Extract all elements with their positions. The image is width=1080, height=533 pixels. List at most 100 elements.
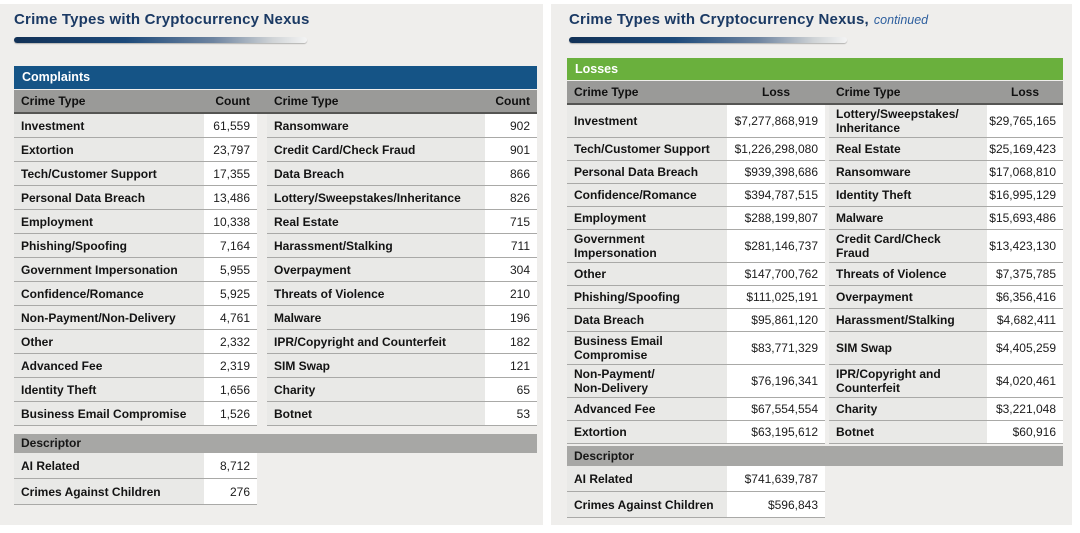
- value-cell: $288,199,807: [727, 207, 825, 230]
- crime-type-cell: Phishing/Spoofing: [567, 286, 727, 309]
- value-cell: 53: [485, 402, 537, 426]
- value-cell: $15,693,486: [987, 207, 1063, 230]
- column-gap: [257, 306, 267, 330]
- table-row: Advanced Fee 2,319 SIM Swap 121: [14, 354, 537, 378]
- crime-type-cell: IPR/Copyright and Counterfeit: [267, 330, 485, 354]
- column-gap: [257, 282, 267, 306]
- report-page-losses: Crime Types with Cryptocurrency Nexus, co…: [551, 4, 1072, 525]
- page-title-main: Crime Types with Cryptocurrency Nexus,: [569, 11, 869, 28]
- column-gap: [257, 402, 267, 426]
- value-cell: $1,226,298,080: [727, 138, 825, 161]
- value-cell: 121: [485, 354, 537, 378]
- title-underline-bar: [569, 37, 847, 43]
- crime-type-cell: Lottery/Sweepstakes/Inheritance: [267, 186, 485, 210]
- table-row: Phishing/Spoofing $111,025,191 Overpayment…: [567, 286, 1063, 309]
- column-header-loss: Loss: [1010, 85, 1039, 99]
- crime-type-cell: Crimes Against Children: [567, 492, 727, 518]
- value-cell: $67,554,554: [727, 398, 825, 421]
- column-gap: [257, 162, 267, 186]
- table-row: Crimes Against Children 276: [14, 479, 537, 505]
- value-cell: 182: [485, 330, 537, 354]
- page-title: Crime Types with Cryptocurrency Nexus, co…: [569, 11, 928, 28]
- page-title-continued: continued: [873, 13, 929, 27]
- table-row: Investment $7,277,868,919 Lottery/Sweepsta…: [567, 105, 1063, 138]
- crime-type-cell: Overpayment: [267, 258, 485, 282]
- value-cell: 2,319: [204, 354, 257, 378]
- value-cell: 1,656: [204, 378, 257, 402]
- value-cell: $95,861,120: [727, 309, 825, 332]
- value-cell: $60,916: [987, 421, 1063, 444]
- value-cell: 901: [485, 138, 537, 162]
- complaints-section-header: Complaints: [14, 66, 537, 89]
- table-row: Non-Payment/ Non-Delivery $76,196,341 IPR/…: [567, 365, 1063, 398]
- crime-type-cell: Phishing/Spoofing: [14, 234, 204, 258]
- table-row: Investment 61,559 Ransomware 902: [14, 114, 537, 138]
- value-cell: $16,995,129: [987, 184, 1063, 207]
- table-row: Extortion 23,797 Credit Card/Check Fraud 90…: [14, 138, 537, 162]
- table-row: AI Related 8,712: [14, 453, 537, 479]
- table-row: Personal Data Breach $939,398,686 Ransomwa…: [567, 161, 1063, 184]
- crime-type-cell: Non-Payment/ Non-Delivery: [567, 365, 727, 398]
- crime-type-cell: Employment: [567, 207, 727, 230]
- crime-type-cell: Overpayment: [829, 286, 987, 309]
- crime-type-cell: AI Related: [567, 466, 727, 492]
- crime-type-cell: Threats of Violence: [267, 282, 485, 306]
- value-cell: 826: [485, 186, 537, 210]
- value-cell: 23,797: [204, 138, 257, 162]
- value-cell: $939,398,686: [727, 161, 825, 184]
- crime-type-cell: Identity Theft: [829, 184, 987, 207]
- crime-type-cell: Lottery/Sweepstakes/ Inheritance: [829, 105, 987, 138]
- value-cell: $25,169,423: [987, 138, 1063, 161]
- column-gap: [825, 81, 829, 103]
- table-row: Employment 10,338 Real Estate 715: [14, 210, 537, 234]
- crime-type-cell: Personal Data Breach: [567, 161, 727, 184]
- table-row: Tech/Customer Support 17,355 Data Breach 86…: [14, 162, 537, 186]
- crime-type-cell: Real Estate: [829, 138, 987, 161]
- table-row: Other 2,332 IPR/Copyright and Counterfeit 1…: [14, 330, 537, 354]
- value-cell: $7,375,785: [987, 263, 1063, 286]
- column-gap: [257, 378, 267, 402]
- complaints-rows: Investment 61,559 Ransomware 902 Extortion 23…: [14, 114, 537, 426]
- crime-type-cell: Tech/Customer Support: [567, 138, 727, 161]
- crime-type-cell: Botnet: [829, 421, 987, 444]
- column-gap: [257, 258, 267, 282]
- value-cell: $4,682,411: [987, 309, 1063, 332]
- column-gap: [257, 330, 267, 354]
- crime-type-cell: Charity: [829, 398, 987, 421]
- report-page-complaints: Crime Types with Cryptocurrency Nexus Co…: [0, 4, 543, 525]
- column-header-crime-type: Crime Type: [574, 85, 639, 99]
- column-gap: [257, 138, 267, 162]
- value-cell: $4,020,461: [987, 365, 1063, 398]
- column-gap: [257, 186, 267, 210]
- crime-type-cell: Harassment/Stalking: [829, 309, 987, 332]
- value-cell: 8,712: [204, 453, 257, 479]
- table-row: AI Related $741,639,787: [567, 466, 1063, 492]
- crime-type-cell: SIM Swap: [829, 332, 987, 365]
- descriptor-section-header: Descriptor: [567, 446, 1063, 466]
- value-cell: $17,068,810: [987, 161, 1063, 184]
- crime-type-cell: Advanced Fee: [14, 354, 204, 378]
- value-cell: $76,196,341: [727, 365, 825, 398]
- complaints-table: Complaints Crime Type Count Crime Type C…: [14, 66, 537, 505]
- value-cell: 711: [485, 234, 537, 258]
- column-header-row: Crime Type Count Crime Type Count: [14, 90, 537, 114]
- crime-type-cell: Confidence/Romance: [14, 282, 204, 306]
- crime-type-cell: Credit Card/Check Fraud: [829, 230, 987, 263]
- column-header-crime-type: Crime Type: [21, 94, 86, 108]
- column-gap: [257, 90, 267, 112]
- table-row: Business Email Compromise $83,771,329 SIM …: [567, 332, 1063, 365]
- value-cell: $3,221,048: [987, 398, 1063, 421]
- value-cell: $63,195,612: [727, 421, 825, 444]
- value-cell: $13,423,130: [987, 230, 1063, 263]
- table-row: Confidence/Romance $394,787,515 Identity T…: [567, 184, 1063, 207]
- crime-type-cell: AI Related: [14, 453, 204, 479]
- crime-type-cell: Malware: [267, 306, 485, 330]
- column-header-crime-type: Crime Type: [836, 85, 901, 99]
- value-cell: 10,338: [204, 210, 257, 234]
- crime-type-cell: IPR/Copyright and Counterfeit: [829, 365, 987, 398]
- value-cell: 210: [485, 282, 537, 306]
- table-row: Employment $288,199,807 Malware $15,693,486: [567, 207, 1063, 230]
- crime-type-cell: Botnet: [267, 402, 485, 426]
- crime-type-cell: Identity Theft: [14, 378, 204, 402]
- table-row: Advanced Fee $67,554,554 Charity $3,221,048: [567, 398, 1063, 421]
